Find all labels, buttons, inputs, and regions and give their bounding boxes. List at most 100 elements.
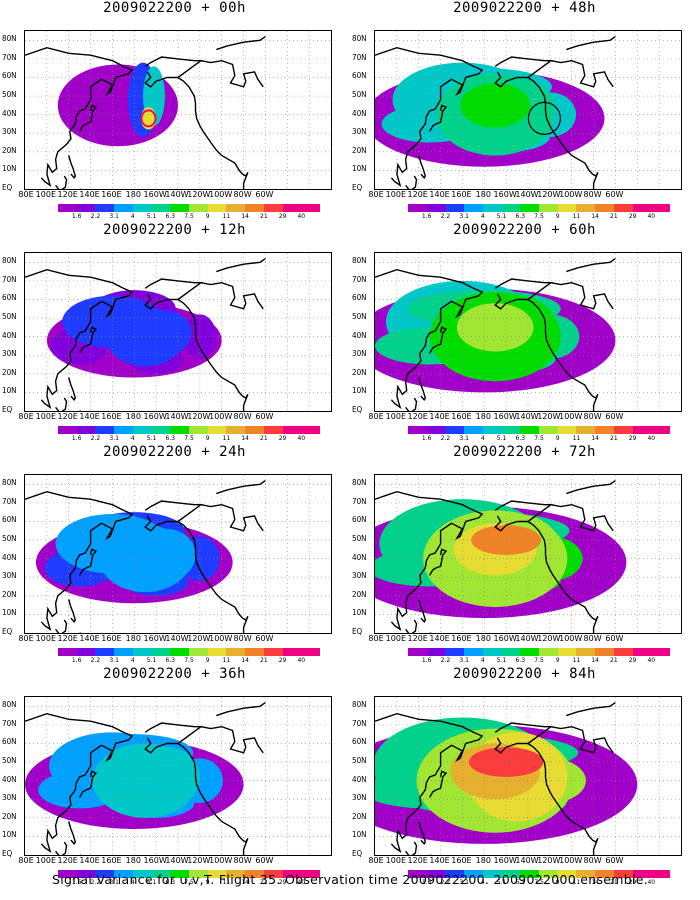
variance-map [375, 697, 681, 855]
coastline [55, 841, 68, 855]
coastline [428, 326, 448, 354]
coastline [25, 268, 134, 409]
longitude-label: 120E [57, 190, 78, 199]
colorbar-swatch [170, 204, 190, 212]
colorbar-label: 11 [222, 879, 231, 886]
colorbar-label: 40 [647, 879, 656, 886]
coastline [418, 155, 427, 179]
longitude-label: 160E [451, 412, 472, 421]
panel-title: 2009022200 + 24h [103, 444, 246, 460]
longitude-label: 140E [429, 856, 450, 865]
coastline [200, 59, 264, 88]
latitude-labels: 80N 70N 60N 50N 40N 30N 20N 10N EQ [2, 252, 24, 414]
colorbar-swatch [76, 870, 96, 878]
longitude-label: 160E [451, 856, 472, 865]
colorbar-swatch [95, 870, 115, 878]
longitude-label: 80E [368, 856, 384, 865]
colorbar-label: 3.1 [459, 213, 469, 220]
colorbar-label: 29 [278, 657, 287, 664]
latitude-labels: 80N 70N 60N 50N 40N 30N 20N 10N EQ [2, 30, 24, 192]
colorbar-label: 4 [480, 213, 485, 220]
colorbar-label: 11 [572, 879, 581, 886]
colorbar-label: 11 [572, 213, 581, 220]
latitude-label: 40N [352, 330, 367, 340]
colorbar-swatch [576, 426, 596, 434]
latitude-labels: 80N 70N 60N 50N 40N 30N 20N 10N EQ [2, 696, 24, 858]
coastline [78, 770, 98, 798]
longitude-label: 100E [385, 634, 407, 643]
colorbar-swatch [114, 870, 133, 878]
coastline [216, 702, 266, 717]
colorbar-label: 7.5 [184, 879, 194, 886]
coastline [405, 397, 418, 411]
coastline [78, 326, 98, 354]
coastline [216, 36, 266, 51]
colorbar-label: 11 [572, 657, 581, 664]
longitude-label: 60W [605, 856, 624, 865]
colorbar-swatch [207, 648, 227, 656]
longitude-label: 140E [79, 634, 100, 643]
colorbar-label: 29 [628, 435, 637, 442]
variance-map [25, 475, 331, 633]
coastline [375, 268, 484, 409]
colorbar-swatch [613, 648, 633, 656]
colorbar-label: 2.2 [90, 657, 101, 664]
latitude-label: 80N [2, 700, 17, 710]
colorbar-label: 5.1 [496, 213, 507, 220]
latitude-label: 20N [2, 367, 17, 377]
variance-map [25, 253, 331, 411]
colorbar-label: 14 [591, 435, 599, 442]
colorbar-swatch [539, 426, 558, 434]
latitude-label: 80N [352, 256, 367, 266]
latitude-label: 40N [2, 108, 17, 118]
longitude-label: 140W [515, 634, 539, 643]
longitude-label: 140E [79, 190, 100, 199]
longitude-label: 140W [515, 190, 539, 199]
panel-title: 2009022200 + 72h [453, 444, 596, 460]
colorbar-label: 7.5 [184, 213, 194, 220]
colorbar-label: 2.2 [90, 435, 101, 442]
longitude-label: 160E [101, 634, 122, 643]
colorbar-swatch [282, 426, 302, 434]
map-panel: 2009022200 + 24h 80N 70N 60N 50N 40N 30N 20N 10N… [2, 444, 347, 664]
latitude-label: 10N [2, 830, 17, 840]
map-panel: 2009022200 + 48h 80N 70N 60N 50N 40N 30N 20N 10N… [352, 0, 697, 220]
colorbar-swatch [301, 870, 321, 878]
latitude-label: 80N [352, 478, 367, 488]
colorbar-swatch [170, 426, 190, 434]
colorbar-swatch [539, 648, 558, 656]
latitude-label: 70N [352, 718, 367, 728]
longitude-label: 60W [605, 190, 624, 199]
longitude-label: 80W [583, 190, 602, 199]
colorbar-swatch [445, 426, 465, 434]
colorbar-label: 9 [205, 213, 210, 220]
colorbar-label: 14 [241, 435, 249, 442]
coastline [527, 76, 599, 189]
longitude-label: 120E [57, 856, 78, 865]
latitude-label: 30N [2, 793, 17, 803]
variance-map [375, 475, 681, 633]
coastline [55, 397, 68, 411]
colorbar-label: 29 [278, 435, 287, 442]
latitude-label: 30N [352, 793, 367, 803]
coastline [428, 548, 448, 576]
coastline [25, 46, 134, 187]
latitude-label: 50N [352, 534, 367, 544]
colorbar-swatch [151, 426, 171, 434]
colorbar-swatch [58, 426, 77, 434]
latitude-label: 20N [2, 589, 17, 599]
colorbar-swatch [613, 204, 633, 212]
longitude-label: 140W [515, 412, 539, 421]
coastline [428, 770, 448, 798]
longitude-label: 160W [493, 856, 517, 865]
latitude-label: 10N [2, 164, 17, 174]
latitude-label: 60N [352, 293, 367, 303]
variance-contour [456, 303, 534, 352]
longitude-label: 80E [18, 856, 34, 865]
colorbar-label: 1.6 [71, 657, 82, 664]
longitude-label: 140W [165, 412, 189, 421]
colorbar-swatch [520, 204, 540, 212]
longitude-label: 120E [407, 412, 428, 421]
colorbar-swatch [501, 204, 521, 212]
figure-caption: Signal Variance for u,v,T. Flight 35. Ob… [51, 872, 649, 887]
